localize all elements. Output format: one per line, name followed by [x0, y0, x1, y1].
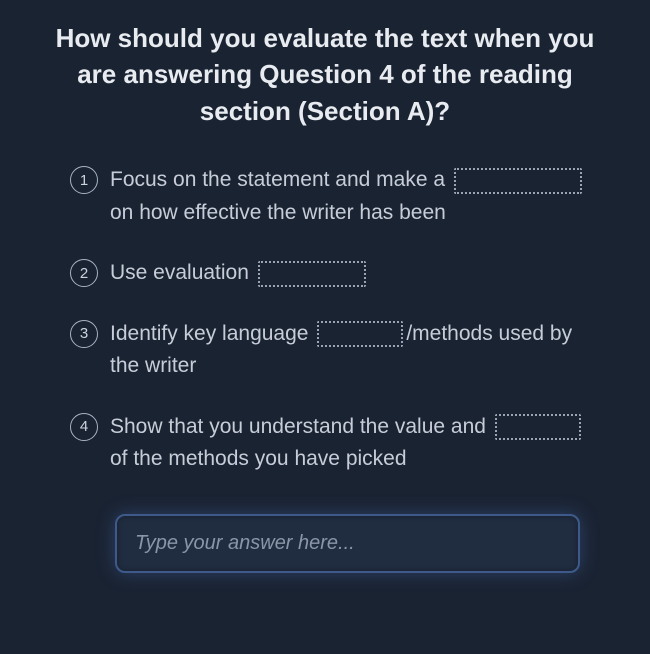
- fill-blank[interactable]: [454, 168, 582, 194]
- answer-input[interactable]: [115, 514, 580, 573]
- list-item: 4 Show that you understand the value and…: [70, 411, 600, 476]
- item-text-pre: Focus on the statement and make a: [110, 168, 451, 191]
- item-text: Use evaluation: [110, 257, 369, 290]
- item-text-pre: Identify key language: [110, 322, 314, 345]
- answer-area: [25, 504, 625, 573]
- item-text-pre: Use evaluation: [110, 261, 255, 284]
- item-text: Identify key language /methods used by t…: [110, 318, 600, 383]
- list-item: 3 Identify key language /methods used by…: [70, 318, 600, 383]
- item-text-post: on how effective the writer has been: [110, 201, 446, 224]
- list-item: 1 Focus on the statement and make a on h…: [70, 164, 600, 229]
- question-title: How should you evaluate the text when yo…: [25, 20, 625, 129]
- list-item: 2 Use evaluation: [70, 257, 600, 290]
- fill-blank[interactable]: [258, 261, 366, 287]
- item-text-post: of the methods you have picked: [110, 447, 407, 470]
- fill-blank[interactable]: [495, 414, 581, 440]
- fill-blank[interactable]: [317, 321, 403, 347]
- item-text-pre: Show that you understand the value and: [110, 415, 492, 438]
- item-number-badge: 4: [70, 413, 98, 441]
- item-text: Focus on the statement and make a on how…: [110, 164, 600, 229]
- item-number-badge: 1: [70, 166, 98, 194]
- item-number-badge: 3: [70, 320, 98, 348]
- item-list: 1 Focus on the statement and make a on h…: [25, 164, 625, 476]
- item-number-badge: 2: [70, 259, 98, 287]
- item-text: Show that you understand the value and o…: [110, 411, 600, 476]
